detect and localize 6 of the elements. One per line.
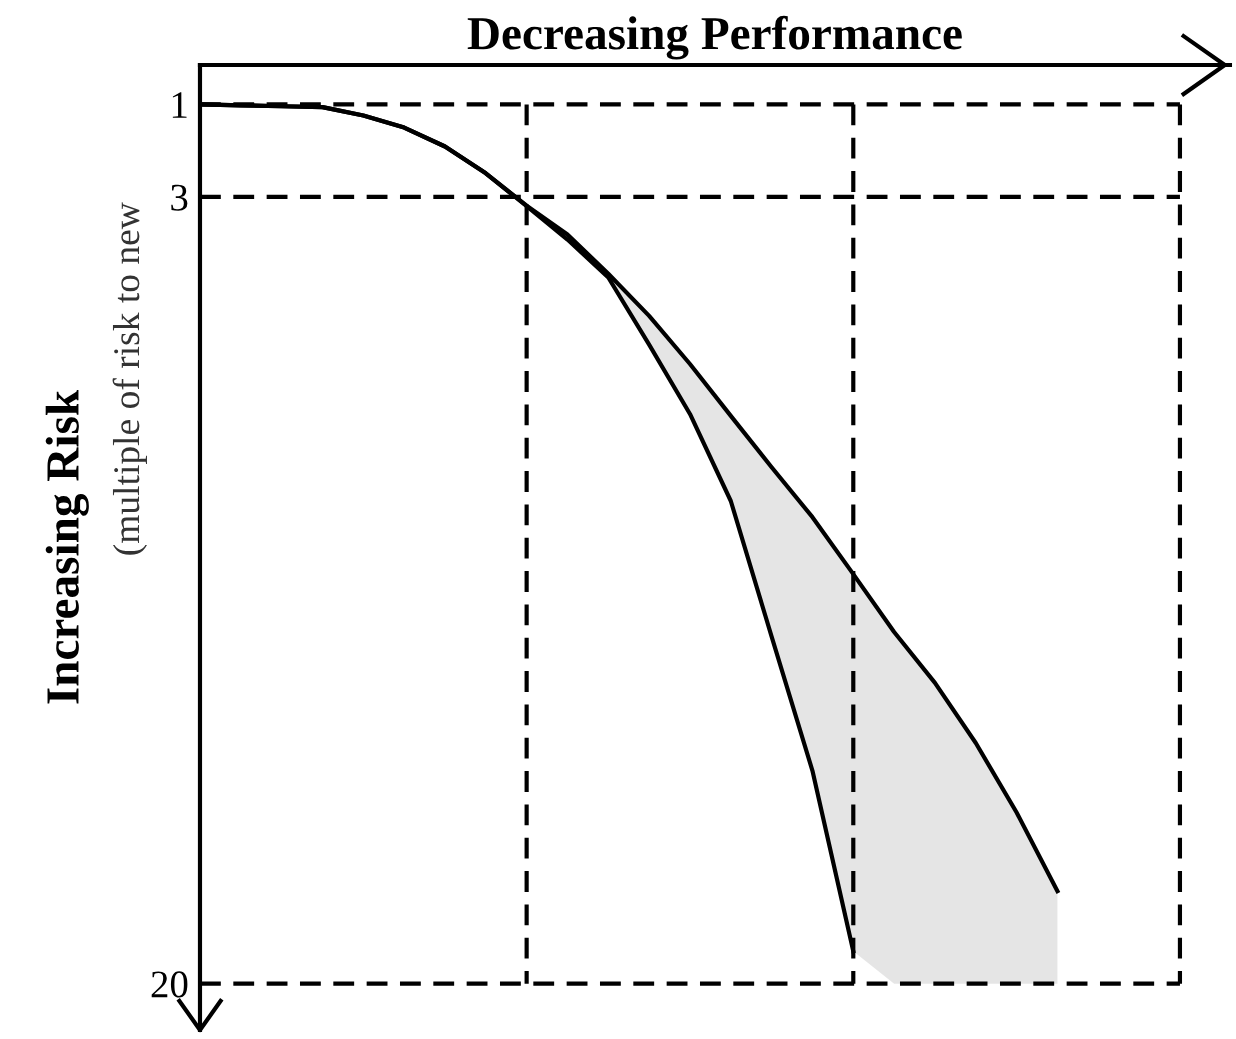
x-axis-title: Decreasing Performance	[467, 15, 962, 60]
y-tick-label: 20	[151, 971, 188, 998]
y-tick-label: 1	[172, 92, 187, 118]
text: (multiple of risk to new	[112, 202, 147, 555]
y-tick-label: 3	[171, 184, 188, 211]
y-axis-title: Increasing Risk	[45, 389, 89, 704]
